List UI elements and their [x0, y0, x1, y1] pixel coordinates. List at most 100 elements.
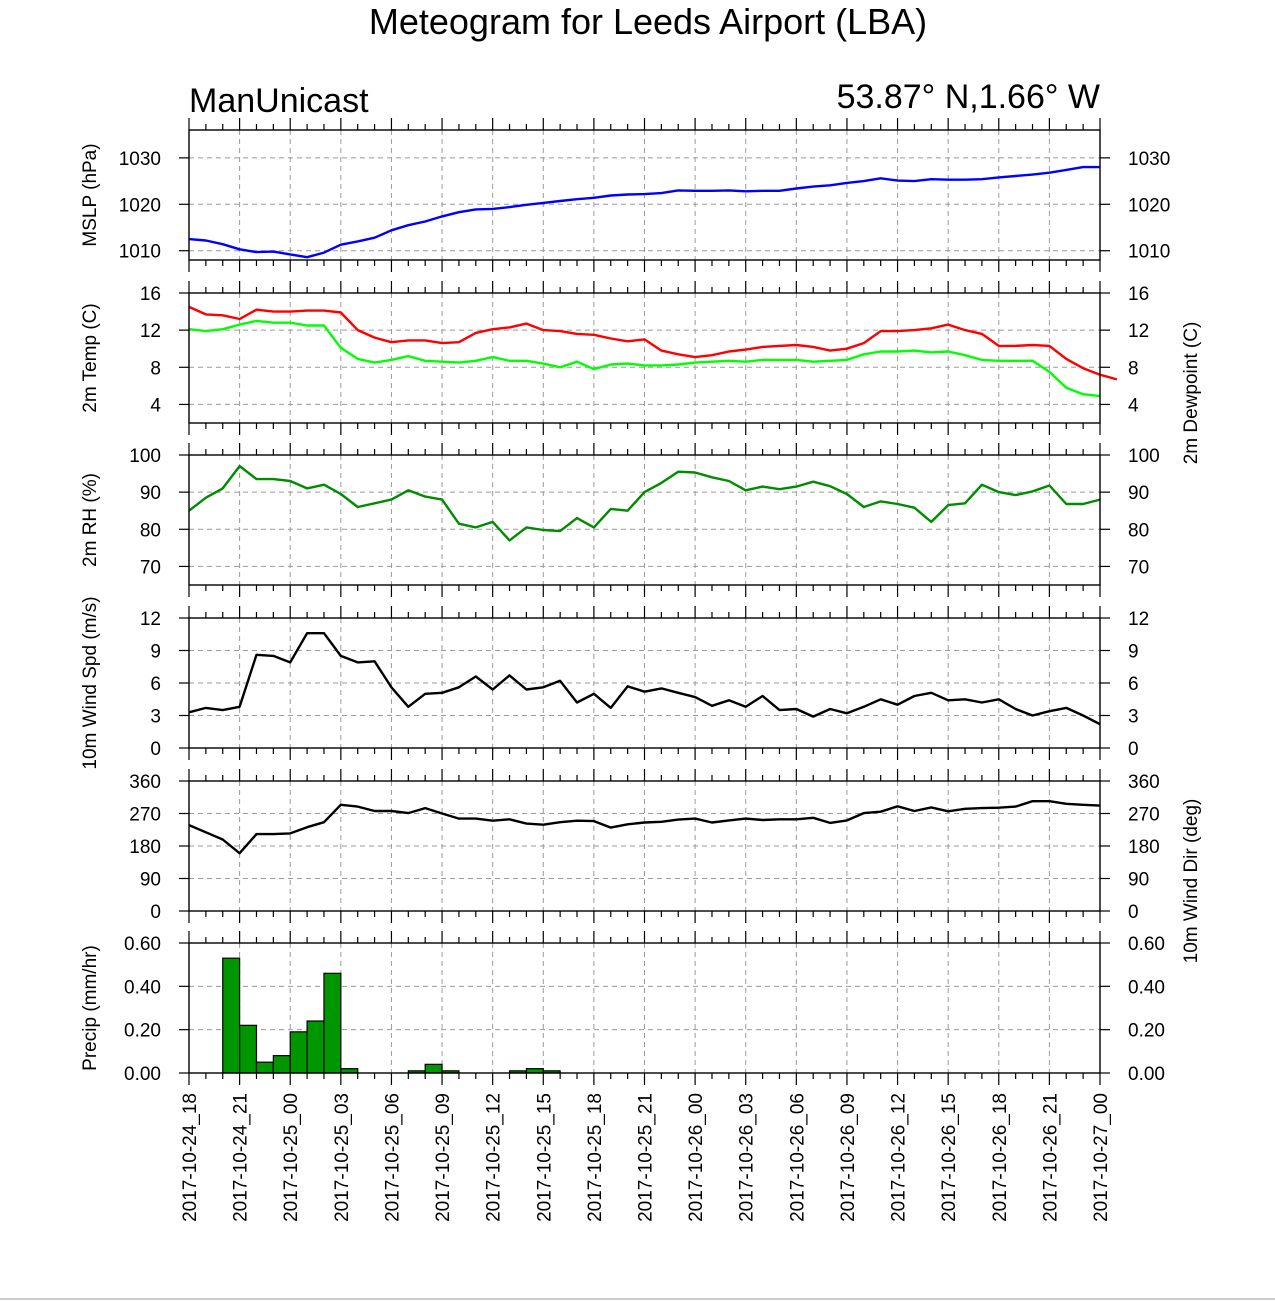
- series-line-1: [188, 165, 1100, 259]
- y-axis-label: 10m Wind Spd (m/s): [80, 596, 101, 769]
- panel-frame: [188, 292, 1101, 424]
- y-tick-label-left: 12: [140, 321, 161, 342]
- x-tick-label: 2017-10-24_21: [231, 1093, 252, 1222]
- y-tick-label-right: 1030: [1128, 149, 1170, 170]
- precip-bar: [424, 1063, 443, 1074]
- y-tick-label-left: 0.60: [124, 934, 161, 955]
- x-tick-label: 2017-10-27_00: [1091, 1093, 1112, 1222]
- y-tick-label-left: 70: [140, 557, 161, 578]
- x-tick-label: 2017-10-25_21: [636, 1093, 657, 1222]
- y-tick-label-left: 4: [150, 395, 161, 416]
- y-tick-label-right: 9: [1128, 642, 1139, 663]
- series-line-1: [188, 464, 1101, 542]
- panel-frame: [188, 454, 1101, 586]
- x-tick-label: 2017-10-26_09: [838, 1093, 859, 1222]
- y-tick-label-left: 3: [150, 707, 161, 728]
- x-tick-label: 2017-10-26_00: [686, 1093, 707, 1222]
- y-tick-label-left: 90: [140, 870, 161, 891]
- panel-6: 0.00 0.00 0.20 0.20 0.40 0.40 0.60 0.60 Precip (…: [80, 931, 1165, 1085]
- y-tick-label-right: 16: [1128, 284, 1149, 305]
- y-tick-label-right: 1010: [1128, 242, 1170, 263]
- y-tick-label-left: 9: [150, 642, 161, 663]
- panel-5: 0 0 90 90 180 180 270 270 360 360 10m Wind Dir (de…: [129, 769, 1202, 963]
- x-tick-label: 2017-10-25_09: [433, 1093, 454, 1222]
- y-tick-label-right: 80: [1128, 520, 1149, 541]
- panel-frame: [188, 942, 1101, 1074]
- y-tick-label-left: 180: [129, 837, 161, 858]
- y-tick-label-right: 0.00: [1128, 1064, 1165, 1085]
- y-tick-label-right: 1020: [1128, 195, 1170, 216]
- series-line-1: [188, 305, 1118, 381]
- y-tick-label-left: 6: [150, 674, 161, 695]
- y-tick-label-right: 3: [1128, 707, 1139, 728]
- y-tick-label-right: 180: [1128, 837, 1160, 858]
- x-tick-label: 2017-10-25_03: [332, 1093, 353, 1222]
- y-tick-label-left: 1030: [119, 149, 161, 170]
- y-tick-label-right: 360: [1128, 772, 1160, 793]
- y-tick-label-right: 90: [1128, 483, 1149, 504]
- y-tick-label-right: 70: [1128, 557, 1149, 578]
- x-tick-label: 2017-10-26_03: [737, 1093, 758, 1222]
- left-subtitle: ManUnicast: [189, 82, 369, 120]
- y-tick-label-right: 12: [1128, 609, 1149, 630]
- y-tick-label-left: 16: [140, 284, 161, 305]
- panel-frame: [188, 129, 1101, 261]
- series-line-2: [188, 319, 1101, 398]
- x-tick-label: 2017-10-25_12: [484, 1093, 505, 1222]
- precip-bar: [272, 1055, 291, 1074]
- y-tick-label-left: 0: [150, 739, 161, 760]
- precip-bar: [255, 1061, 274, 1074]
- panel-1: 1010 1010 1020 1020 1030 1030 MSLP (hPa): [80, 118, 1170, 272]
- precip-bar: [222, 957, 241, 1074]
- panel-3: 70 70 80 80 90 90 100 100 2m RH (%): [80, 443, 1160, 597]
- panel-4: 0 0 3 3 6 6 9 9 12 12 10m Wind Spd (m/s): [80, 596, 1149, 769]
- y-tick-label-right: 0.20: [1128, 1021, 1165, 1042]
- series-line-1: [188, 800, 1101, 855]
- y-tick-label-left: 8: [150, 358, 161, 379]
- precip-bar: [289, 1031, 308, 1074]
- y-tick-label-left: 0.40: [124, 977, 161, 998]
- series-line-1: [188, 632, 1101, 726]
- y-tick-label-left: 100: [129, 446, 161, 467]
- y-axis-label: MSLP (hPa): [80, 143, 101, 246]
- x-tick-label: 2017-10-26_12: [889, 1093, 910, 1222]
- y-tick-label-left: 12: [140, 609, 161, 630]
- y-tick-label-left: 360: [129, 772, 161, 793]
- y-tick-label-right: 12: [1128, 321, 1149, 342]
- y-tick-label-right: 0.40: [1128, 977, 1165, 998]
- y-tick-label-right: 0: [1128, 739, 1139, 760]
- x-tick-label: 2017-10-26_15: [939, 1093, 960, 1222]
- panel-2: 4 4 8 8 12 12 16 16 2m Temp (C) 2m Dewpoint (C): [80, 281, 1202, 464]
- x-tick-label: 2017-10-25_15: [534, 1093, 555, 1222]
- y-tick-label-right: 0: [1128, 902, 1139, 923]
- y-tick-label-right: 4: [1128, 395, 1139, 416]
- y-axis-label: 2m RH (%): [80, 473, 101, 567]
- x-tick-label: 2017-10-25_18: [585, 1093, 606, 1222]
- y-axis-label: Precip (mm/hr): [80, 945, 101, 1071]
- x-tick-label: 2017-10-26_06: [787, 1093, 808, 1222]
- right-subtitle: 53.87° N,1.66° W: [837, 78, 1100, 116]
- y-axis-label: 2m Temp (C): [80, 303, 101, 412]
- y-tick-label-left: 0.20: [124, 1021, 161, 1042]
- y-tick-label-right: 100: [1128, 446, 1160, 467]
- precip-bar: [323, 972, 342, 1074]
- y-tick-label-left: 0: [150, 902, 161, 923]
- x-tick-label: 2017-10-24_18: [180, 1093, 201, 1222]
- y-tick-label-right: 270: [1128, 805, 1160, 826]
- y-tick-label-left: 1020: [119, 195, 161, 216]
- y-axis-label-right: 2m Dewpoint (C): [1181, 322, 1202, 465]
- y-tick-label-left: 80: [140, 520, 161, 541]
- y-axis-label-right: 10m Wind Dir (deg): [1181, 799, 1202, 964]
- x-tick-label: 2017-10-25_06: [382, 1093, 403, 1222]
- x-tick-label: 2017-10-26_21: [1040, 1093, 1061, 1222]
- x-tick-label: 2017-10-25_00: [281, 1093, 302, 1222]
- y-tick-label-right: 6: [1128, 674, 1139, 695]
- y-tick-label-right: 0.60: [1128, 934, 1165, 955]
- chart-title: Meteogram for Leeds Airport (LBA): [369, 1, 927, 42]
- x-tick-label: 2017-10-26_18: [990, 1093, 1011, 1222]
- y-tick-label-left: 90: [140, 483, 161, 504]
- precip-bar: [239, 1024, 258, 1074]
- precip-bar: [306, 1020, 325, 1074]
- y-tick-label-right: 90: [1128, 870, 1149, 891]
